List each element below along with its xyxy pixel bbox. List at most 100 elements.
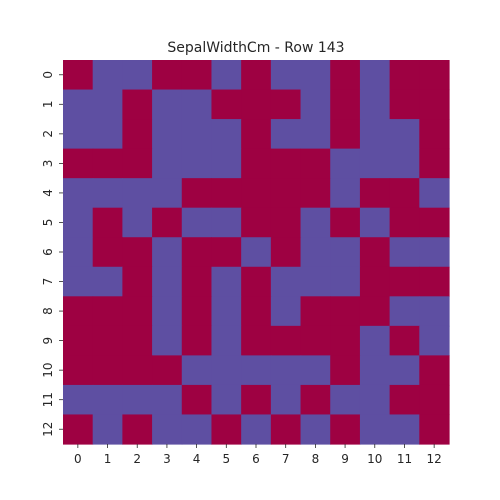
x-tick-label: 2 <box>133 452 141 466</box>
heatmap-cell-r12-c5 <box>211 414 242 445</box>
heatmap-cell-r2-c9 <box>330 119 361 150</box>
x-axis: 0 1 2 3 4 5 6 7 8 9 10 11 12 <box>74 444 442 466</box>
heatmap-cell-r6-c4 <box>181 237 213 268</box>
y-tick-label: 2 <box>41 130 55 138</box>
heatmap-cell-r7-c5 <box>211 266 242 297</box>
heatmap-cell-r2-c10 <box>359 119 391 150</box>
heatmap-cell-r2-c12 <box>419 119 450 150</box>
x-tick-label: 12 <box>427 452 442 466</box>
heatmap-cell-r9-c5 <box>211 325 242 356</box>
heatmap-cell-r7-c6 <box>241 266 272 297</box>
heatmap-cell-r11-c9 <box>330 384 361 416</box>
heatmap-cell-r5-c0 <box>63 207 94 238</box>
heatmap-cell-r11-c4 <box>181 384 213 416</box>
heatmap-cell-r8-c6 <box>241 296 272 327</box>
heatmap-cell-r8-c5 <box>211 296 242 327</box>
heatmap-cell-r3-c10 <box>359 148 391 179</box>
heatmap-cell-r1-c5 <box>211 89 242 120</box>
heatmap-cell-r4-c9 <box>330 178 361 209</box>
heatmap-cell-r9-c4 <box>181 325 213 356</box>
heatmap-cell-r7-c8 <box>300 266 331 297</box>
y-tick-label: 12 <box>41 422 55 437</box>
y-tick-label: 10 <box>41 363 55 378</box>
heatmap-cell-r10-c12 <box>419 355 450 386</box>
heatmap-cell-r10-c4 <box>181 355 213 386</box>
heatmap-cell-r8-c10 <box>359 296 391 327</box>
heatmap-cell-r1-c10 <box>359 89 391 120</box>
heatmap-cell-r11-c0 <box>63 384 94 416</box>
heatmap-cell-r0-c10 <box>359 60 391 91</box>
y-tick-label: 0 <box>41 71 55 79</box>
heatmap-cell-r9-c12 <box>419 325 450 356</box>
heatmap-cell-r5-c9 <box>330 207 361 238</box>
heatmap-cell-r6-c10 <box>359 237 391 268</box>
heatmap-cell-r0-c9 <box>330 60 361 91</box>
y-tick-label: 9 <box>41 337 55 345</box>
heatmap-cell-r5-c4 <box>181 207 213 238</box>
heatmap-cell-r1-c9 <box>330 89 361 120</box>
heatmap-cell-r4-c10 <box>359 178 391 209</box>
heatmap-cell-r9-c6 <box>241 325 272 356</box>
heatmap-cell-r11-c12 <box>419 384 450 416</box>
heatmap-cell-r7-c0 <box>63 266 94 297</box>
x-tick-label: 7 <box>282 452 290 466</box>
heatmap-cell-r5-c11 <box>389 207 420 238</box>
x-tick-label: 6 <box>252 452 260 466</box>
heatmap-cell-r5-c8 <box>300 207 331 238</box>
heatmap-cell-r10-c3 <box>152 355 183 386</box>
heatmap-cell-r5-c5 <box>211 207 242 238</box>
heatmap-cell-r1-c1 <box>92 89 123 120</box>
x-tick-label: 10 <box>367 452 382 466</box>
heatmap-cell-r6-c9 <box>330 237 361 268</box>
heatmap-cell-r12-c1 <box>92 414 123 445</box>
heatmap-cell-r12-c4 <box>181 414 213 445</box>
heatmap-cell-r0-c2 <box>122 60 153 91</box>
heatmap-cell-r2-c3 <box>152 119 183 150</box>
heatmap-cell-r12-c12 <box>419 414 450 445</box>
heatmap-cell-r8-c11 <box>389 296 420 327</box>
heatmap-cell-r3-c11 <box>389 148 420 179</box>
heatmap-cell-r4-c0 <box>63 178 94 209</box>
heatmap-cell-r5-c7 <box>270 207 302 238</box>
x-tick-label: 9 <box>341 452 349 466</box>
heatmap-cell-r8-c1 <box>92 296 123 327</box>
heatmap-cell-r3-c3 <box>152 148 183 179</box>
y-tick-label: 5 <box>41 219 55 227</box>
heatmap-cell-r8-c2 <box>122 296 153 327</box>
heatmap-cell-r1-c0 <box>63 89 94 120</box>
x-tick-label: 3 <box>163 452 171 466</box>
heatmap-cell-r11-c1 <box>92 384 123 416</box>
heatmap-cell-r2-c2 <box>122 119 153 150</box>
heatmap-cell-r11-c10 <box>359 384 391 416</box>
heatmap-cell-r7-c11 <box>389 266 420 297</box>
heatmap-cell-r0-c8 <box>300 60 331 91</box>
heatmap-cell-r5-c10 <box>359 207 391 238</box>
heatmap-cell-r7-c2 <box>122 266 153 297</box>
heatmap-cell-r12-c8 <box>300 414 331 445</box>
heatmap-cell-r8-c0 <box>63 296 94 327</box>
heatmap-cell-r6-c1 <box>92 237 123 268</box>
heatmap-cell-r4-c1 <box>92 178 123 209</box>
heatmap-cell-r6-c3 <box>152 237 183 268</box>
heatmap-cell-r6-c12 <box>419 237 450 268</box>
heatmap-cell-r0-c3 <box>152 60 183 91</box>
heatmap-cell-r2-c11 <box>389 119 420 150</box>
heatmap-cell-r12-c9 <box>330 414 361 445</box>
heatmap-cell-r1-c7 <box>270 89 302 120</box>
heatmap-cell-r6-c11 <box>389 237 420 268</box>
heatmap-cell-r2-c1 <box>92 119 123 150</box>
heatmap-cell-r11-c8 <box>300 384 331 416</box>
heatmap-cell-r8-c12 <box>419 296 450 327</box>
heatmap-cell-r12-c11 <box>389 414 420 445</box>
heatmap-cell-r8-c3 <box>152 296 183 327</box>
heatmap-cell-r0-c11 <box>389 60 420 91</box>
heatmap-cell-r2-c8 <box>300 119 331 150</box>
heatmap-cell-r0-c0 <box>63 60 94 91</box>
heatmap-cell-r1-c8 <box>300 89 331 120</box>
heatmap-cell-r4-c5 <box>211 178 242 209</box>
heatmap-cell-r0-c1 <box>92 60 123 91</box>
heatmap-cell-r9-c1 <box>92 325 123 356</box>
heatmap-cell-r7-c1 <box>92 266 123 297</box>
heatmap-cell-r12-c6 <box>241 414 272 445</box>
